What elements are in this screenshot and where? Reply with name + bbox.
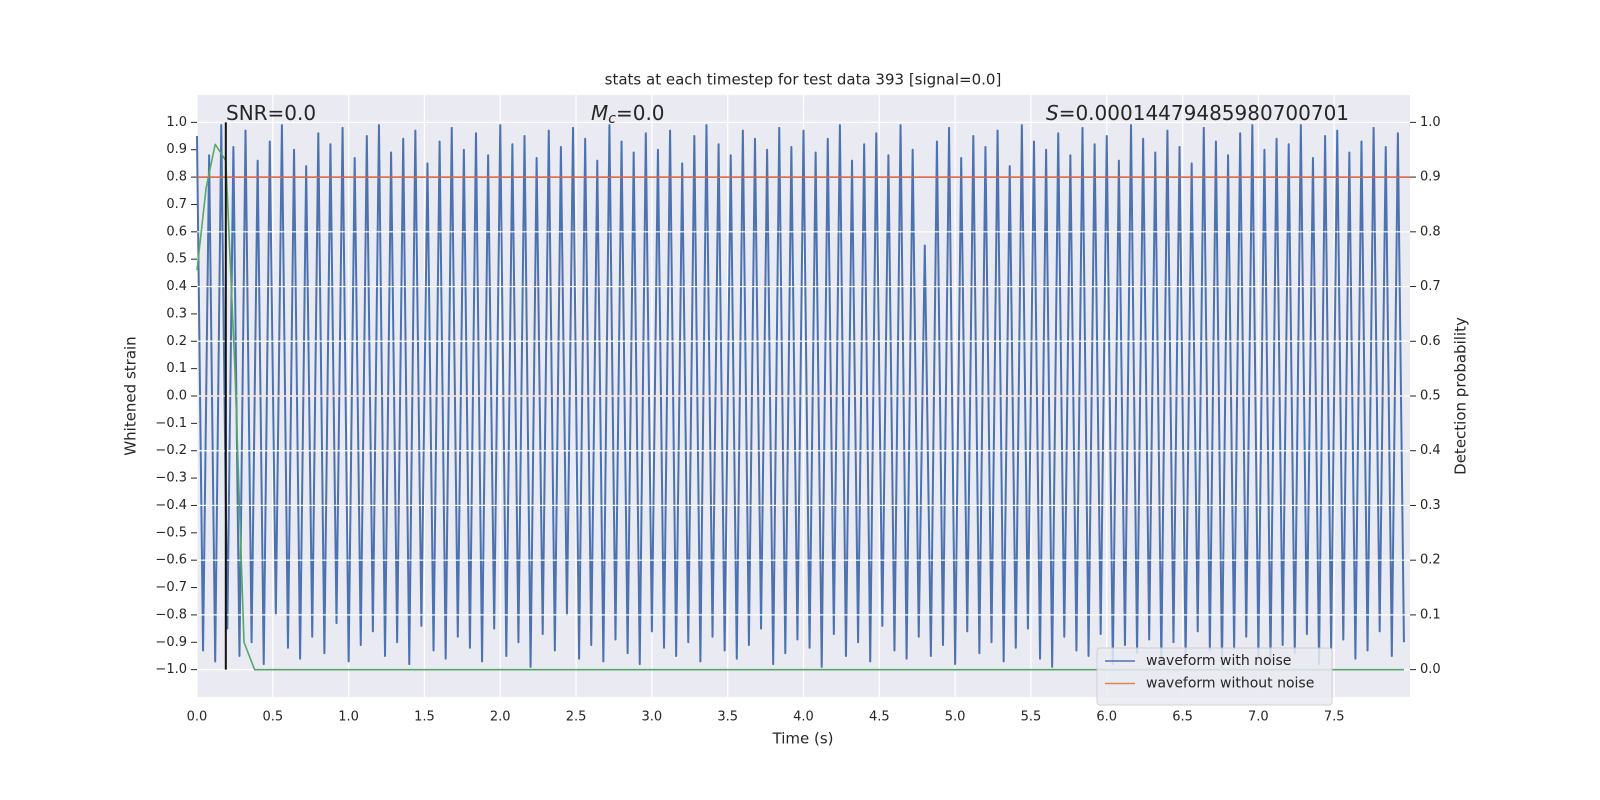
x-tick-label: 1.0 [338, 710, 359, 725]
legend-label: waveform without noise [1146, 676, 1314, 692]
y2-tick-label: 0.4 [1420, 443, 1441, 458]
annotation-part: =0.0 [616, 101, 665, 125]
x-tick-label: 3.0 [642, 710, 663, 725]
x-tick-label: 3.5 [717, 710, 738, 725]
y-tick-label: 0.9 [166, 142, 187, 157]
y-tick-label: 1.0 [166, 115, 187, 130]
y-tick-label: −1.0 [155, 662, 187, 677]
y-tick-label: 0.8 [166, 170, 187, 185]
x-tick-label: 4.5 [869, 710, 890, 725]
y2-tick-label: 0.2 [1420, 553, 1441, 568]
y2-axis-label: Detection probability [1452, 317, 1470, 475]
y-tick-label: −0.6 [155, 553, 187, 568]
y2-tick-label: 0.6 [1420, 334, 1441, 349]
legend-label: waveform with noise [1146, 653, 1291, 669]
x-tick-label: 4.0 [793, 710, 814, 725]
x-tick-label: 0.5 [262, 710, 283, 725]
y2-tick-label: 0.3 [1420, 498, 1441, 513]
y-tick-label: −0.3 [155, 471, 187, 486]
y-tick-label: −0.8 [155, 607, 187, 622]
y2-tick-label: 0.8 [1420, 224, 1441, 239]
annotation-part: S [1046, 101, 1059, 125]
x-tick-label: 2.0 [490, 710, 511, 725]
annotation-part: M [591, 101, 608, 125]
y-tick-label: 0.2 [166, 334, 187, 349]
x-tick-label: 5.5 [1021, 710, 1042, 725]
y-tick-label: −0.9 [155, 635, 187, 650]
x-tick-label: 5.0 [945, 710, 966, 725]
y-tick-label: 0.0 [166, 389, 187, 404]
x-tick-label: 1.5 [414, 710, 435, 725]
y-tick-label: 0.3 [166, 306, 187, 321]
chart-title: stats at each timestep for test data 393… [605, 71, 1002, 89]
y-tick-label: −0.7 [155, 580, 187, 595]
y-tick-label: 0.7 [166, 197, 187, 212]
annotation: SNR=0.0 [226, 101, 316, 125]
y-tick-label: −0.4 [155, 498, 187, 513]
y2-tick-label: 1.0 [1420, 115, 1441, 130]
y2-tick-label: 0.9 [1420, 170, 1441, 185]
series-line [196, 124, 1405, 668]
annotation-part: =0.00014479485980700701 [1059, 101, 1349, 125]
y-tick-label: −0.5 [155, 525, 187, 540]
x-tick-label: 7.0 [1248, 710, 1269, 725]
y2-tick-label: 0.0 [1420, 662, 1441, 677]
y-tick-label: 0.1 [166, 361, 187, 376]
x-tick-label: 6.5 [1172, 710, 1193, 725]
y2-tick-label: 0.7 [1420, 279, 1441, 294]
annotation-part: c [608, 111, 616, 127]
x-axis-label: Time (s) [772, 730, 834, 748]
x-tick-label: 7.5 [1324, 710, 1345, 725]
legend-frame [1096, 647, 1333, 706]
x-tick-label: 2.5 [566, 710, 587, 725]
x-tick-label: 0.0 [187, 710, 208, 725]
y2-tick-label: 0.5 [1420, 389, 1441, 404]
annotation: S=0.00014479485980700701 [1046, 101, 1349, 125]
annotation-part: SNR=0.0 [226, 101, 316, 125]
y-axis-label: Whitened strain [122, 336, 140, 455]
y-tick-label: 0.6 [166, 224, 187, 239]
y-tick-label: 0.5 [166, 252, 187, 267]
y2-tick-label: 0.1 [1420, 607, 1441, 622]
series-line [196, 143, 1404, 671]
y-tick-label: −0.2 [155, 443, 187, 458]
x-tick-label: 6.0 [1096, 710, 1117, 725]
annotation: Mc=0.0 [591, 101, 665, 128]
y-tick-label: 0.4 [166, 279, 187, 294]
y-tick-label: −0.1 [155, 416, 187, 431]
